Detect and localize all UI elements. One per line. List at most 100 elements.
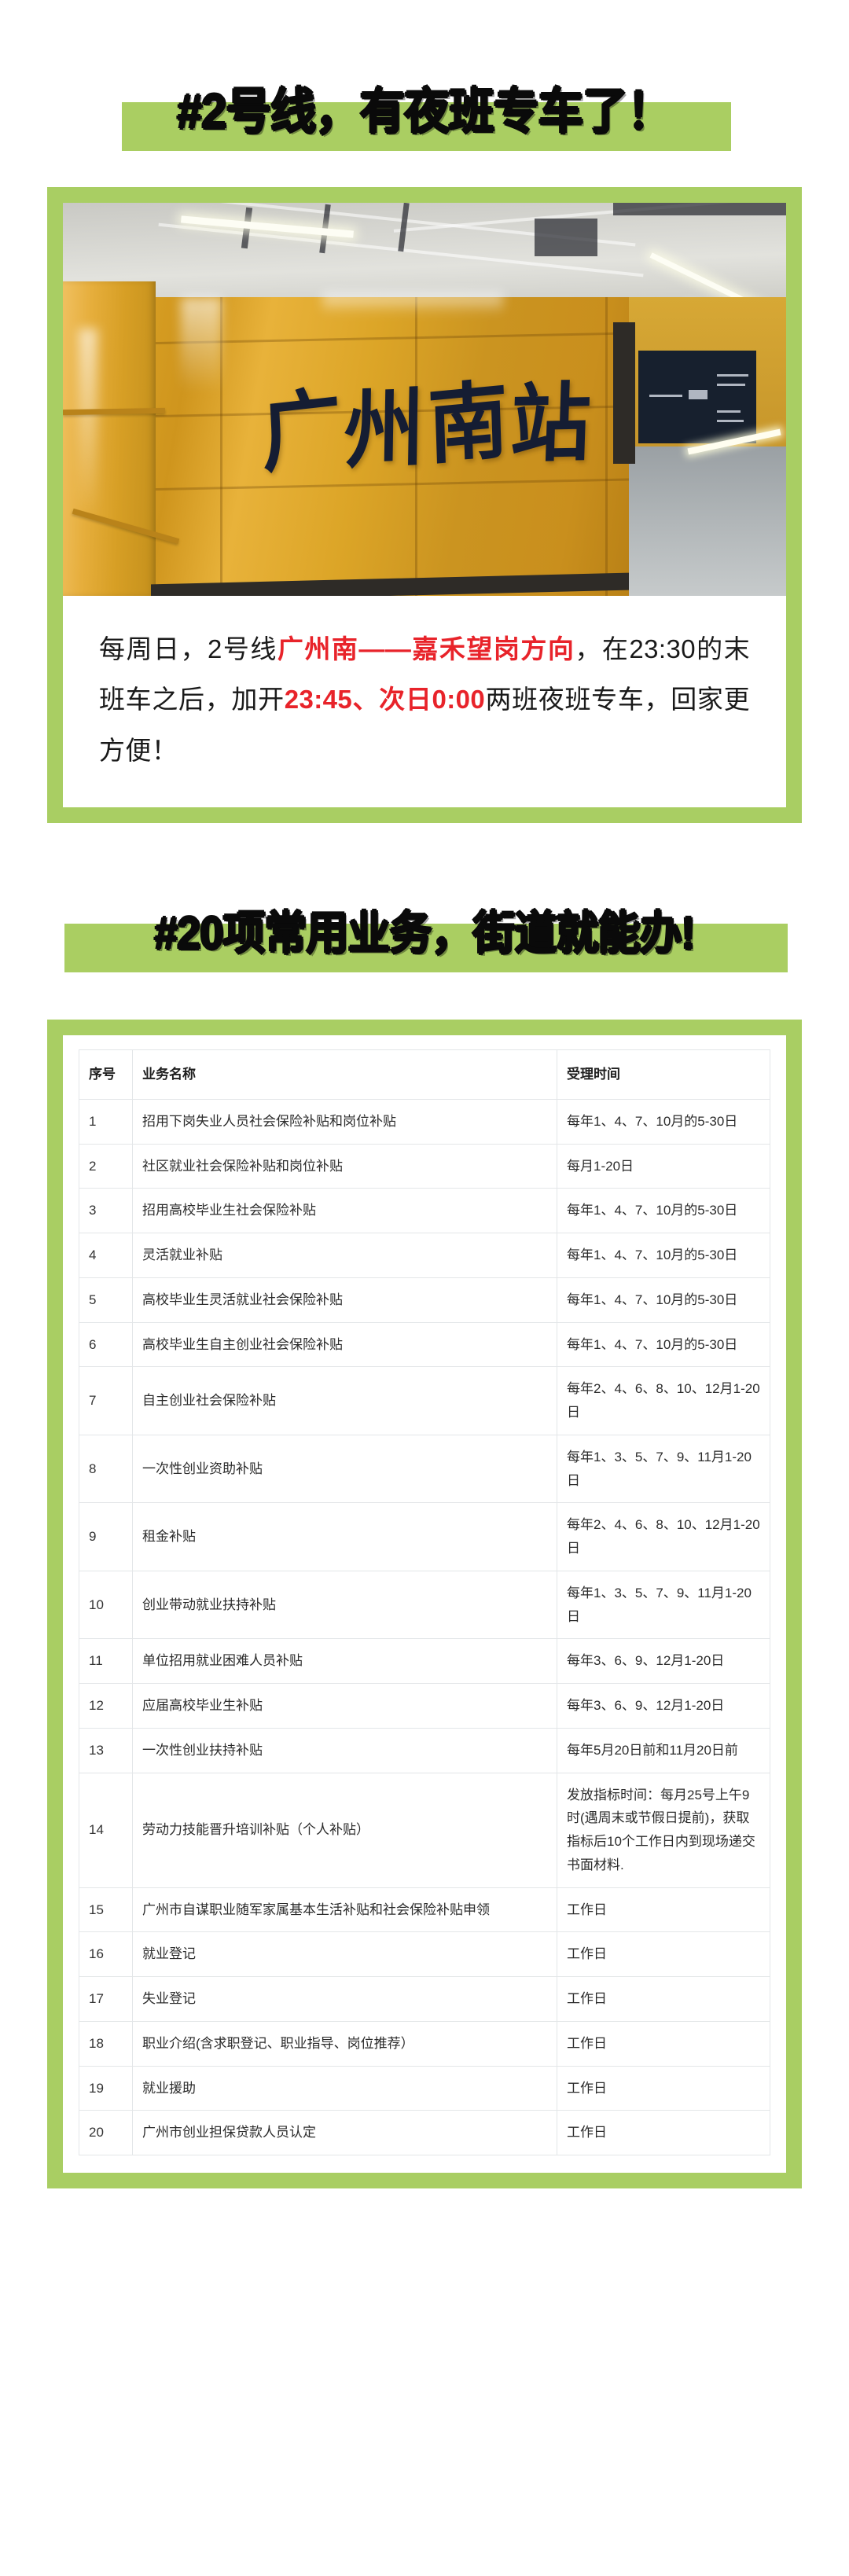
cell-name: 租金补贴: [132, 1502, 557, 1571]
wall-gloss: [181, 297, 222, 391]
signboard-line: [717, 374, 748, 377]
services-card-inner: 序号 业务名称 受理时间 1 招用下岗失业人员社会保险补贴和岗位补贴 每年1、4、7…: [63, 1035, 786, 2174]
wall-seam: [220, 297, 222, 596]
paragraph-highlight-times: 23:45、次日0:00: [284, 685, 486, 715]
paragraph-part-1: 每周日，2号线: [99, 634, 277, 663]
sign-char-1: 广: [259, 377, 344, 486]
cell-name: 社区就业社会保险补贴和岗位补贴: [132, 1143, 557, 1189]
cell-no: 2: [79, 1143, 133, 1189]
cell-name: 职业介绍(含求职登记、职业指导、岗位推荐）: [132, 2020, 557, 2067]
cell-time: 每月1-20日: [557, 1143, 770, 1189]
cell-no: 20: [79, 2110, 133, 2156]
cell-name: 劳动力技能晋升培训补贴（个人补贴）: [132, 1772, 557, 1888]
sign-char-3: 南: [426, 369, 510, 477]
column-header-time: 受理时间: [557, 1049, 770, 1100]
section-heading-services: #20项常用业务，街道就能办!: [0, 891, 849, 985]
column-header-name: 业务名称: [132, 1049, 557, 1100]
table-row: 6 高校毕业生自主创业社会保险补贴 每年1、4、7、10月的5-30日: [79, 1321, 770, 1368]
table-row: 15 广州市自谋职业随军家属基本生活补贴和社会保险补贴申领 工作日: [79, 1887, 770, 1933]
guangzhou-south-station-photo: 广 州 南 站: [63, 203, 786, 596]
wall-seam: [605, 297, 608, 596]
table-row: 13 一次性创业扶持补贴 每年5月20日前和11月20日前: [79, 1727, 770, 1773]
yellow-wall-left-column: [63, 281, 156, 596]
cell-time: 每年1、3、5、7、9、11月1-20日: [557, 1570, 770, 1640]
cell-time: 工作日: [557, 2020, 770, 2067]
cell-time: 每年3、6、9、12月1-20日: [557, 1683, 770, 1729]
services-table-card: 序号 业务名称 受理时间 1 招用下岗失业人员社会保险补贴和岗位补贴 每年1、4、7…: [47, 1020, 802, 2189]
cell-name: 招用高校毕业生社会保险补贴: [132, 1188, 557, 1234]
cell-no: 1: [79, 1098, 133, 1145]
table-wrapper: 序号 业务名称 受理时间 1 招用下岗失业人员社会保险补贴和岗位补贴 每年1、4、7…: [63, 1035, 786, 2174]
cell-no: 17: [79, 1976, 133, 2022]
cell-no: 14: [79, 1772, 133, 1888]
table-row: 11 单位招用就业困难人员补贴 每年3、6、9、12月1-20日: [79, 1638, 770, 1685]
cell-time: 工作日: [557, 2110, 770, 2156]
cell-no: 10: [79, 1570, 133, 1640]
cell-name: 广州市自谋职业随军家属基本生活补贴和社会保险补贴申领: [132, 1887, 557, 1933]
paragraph-part-3: 两班夜班专车，回家更方便！: [99, 685, 750, 765]
cell-no: 11: [79, 1638, 133, 1685]
table-header-row: 序号 业务名称 受理时间: [79, 1049, 770, 1100]
cell-name: 应届高校毕业生补贴: [132, 1683, 557, 1729]
section-heading-metro: #2号线，有夜班专车了！: [0, 69, 849, 164]
article-page: #2号线，有夜班专车了！: [0, 69, 849, 2576]
cell-name: 自主创业社会保险补贴: [132, 1366, 557, 1435]
table-head: 序号 业务名称 受理时间: [79, 1049, 770, 1100]
cell-time: 工作日: [557, 2065, 770, 2111]
cell-no: 18: [79, 2020, 133, 2067]
column-header-no: 序号: [79, 1049, 133, 1100]
table-row: 16 就业登记 工作日: [79, 1931, 770, 1978]
cell-name: 失业登记: [132, 1976, 557, 2022]
table-row: 14 劳动力技能晋升培训补贴（个人补贴） 发放指标时间：每月25号上午9时(遇周末或…: [79, 1772, 770, 1888]
cell-no: 13: [79, 1727, 133, 1773]
cell-time: 每年1、4、7、10月的5-30日: [557, 1188, 770, 1234]
cell-time: 每年1、4、7、10月的5-30日: [557, 1321, 770, 1368]
cell-name: 单位招用就业困难人员补贴: [132, 1638, 557, 1685]
cell-no: 19: [79, 2065, 133, 2111]
wall-seam: [415, 297, 417, 596]
table-row: 20 广州市创业担保贷款人员认定 工作日: [79, 2110, 770, 2156]
cell-time: 工作日: [557, 1976, 770, 2022]
cell-name: 一次性创业资助补贴: [132, 1434, 557, 1504]
cell-name: 创业带动就业扶持补贴: [132, 1570, 557, 1640]
cell-time: 每年1、4、7、10月的5-30日: [557, 1098, 770, 1145]
cell-time: 每年2、4、6、8、10、12月1-20日: [557, 1502, 770, 1571]
signboard-line: [649, 395, 682, 397]
metro-paragraph: 每周日，2号线广州南——嘉禾望岗方向，在23:30的末班车之后，加开23:45、…: [63, 596, 786, 807]
table-row: 19 就业援助 工作日: [79, 2065, 770, 2111]
sign-char-4: 站: [509, 373, 593, 475]
cell-no: 15: [79, 1887, 133, 1933]
station-name-calligraphy: 广 州 南 站: [259, 351, 593, 485]
cell-name: 就业援助: [132, 2065, 557, 2111]
cell-no: 6: [79, 1321, 133, 1368]
table-row: 9 租金补贴 每年2、4、6、8、10、12月1-20日: [79, 1502, 770, 1571]
cell-name: 高校毕业生灵活就业社会保险补贴: [132, 1277, 557, 1323]
table-row: 5 高校毕业生灵活就业社会保险补贴 每年1、4、7、10月的5-30日: [79, 1277, 770, 1323]
signboard-line: [717, 384, 745, 386]
cell-no: 7: [79, 1366, 133, 1435]
signboard-line: [689, 390, 708, 399]
cell-time: 每年1、3、5、7、9、11月1-20日: [557, 1434, 770, 1504]
cell-time: 每年1、4、7、10月的5-30日: [557, 1277, 770, 1323]
table-row: 4 灵活就业补贴 每年1、4、7、10月的5-30日: [79, 1233, 770, 1278]
table-row: 12 应届高校毕业生补贴 每年3、6、9、12月1-20日: [79, 1683, 770, 1729]
cell-time: 工作日: [557, 1931, 770, 1978]
table-body: 1 招用下岗失业人员社会保险补贴和岗位补贴 每年1、4、7、10月的5-30日 2 社区…: [79, 1098, 770, 2156]
table-row: 18 职业介绍(含求职登记、职业指导、岗位推荐） 工作日: [79, 2020, 770, 2067]
signboard-line: [717, 420, 744, 422]
heading-green-band: [122, 102, 731, 151]
photo-scene: 广 州 南 站: [63, 203, 786, 596]
table-row: 3 招用高校毕业生社会保险补贴 每年1、4、7、10月的5-30日: [79, 1188, 770, 1234]
cell-time: 每年3、6、9、12月1-20日: [557, 1638, 770, 1685]
table-row: 17 失业登记 工作日: [79, 1976, 770, 2022]
cell-name: 就业登记: [132, 1931, 557, 1978]
heading-text-services: #20项常用业务，街道就能办!: [154, 908, 695, 960]
cell-name: 一次性创业扶持补贴: [132, 1727, 557, 1773]
cell-no: 5: [79, 1277, 133, 1323]
cell-no: 8: [79, 1434, 133, 1504]
metro-card-inner: 广 州 南 站 每周日，2号线广州南——嘉禾望岗方向，在23:30的末班车之后，…: [63, 203, 786, 808]
cell-name: 高校毕业生自主创业社会保险补贴: [132, 1321, 557, 1368]
table-row: 8 一次性创业资助补贴 每年1、3、5、7、9、11月1-20日: [79, 1434, 770, 1504]
paragraph-part-2: ，在23:30的末班车之后，加开: [99, 634, 750, 715]
station-signboard: [638, 351, 756, 443]
